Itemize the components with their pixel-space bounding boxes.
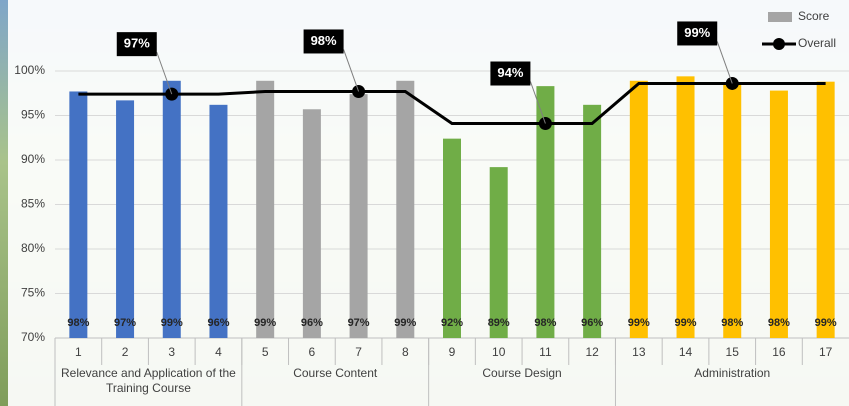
group-label: Course Design xyxy=(482,366,562,380)
callout-box xyxy=(677,21,718,46)
x-tick-label: 10 xyxy=(492,345,506,359)
y-tick-label: 70% xyxy=(21,330,45,344)
callout-leader xyxy=(716,41,733,84)
group-label: Course Content xyxy=(293,366,378,380)
bar xyxy=(162,80,181,338)
x-tick-label: 5 xyxy=(262,345,269,359)
x-tick-label: 1 xyxy=(75,345,82,359)
bar-value-label: 97% xyxy=(114,317,136,329)
callout-label: 98% xyxy=(311,33,337,48)
bar-value-label: 99% xyxy=(161,317,183,329)
bar xyxy=(349,94,368,338)
bar-value-label: 98% xyxy=(768,317,790,329)
callout-leader xyxy=(156,51,173,95)
bar xyxy=(116,100,135,339)
x-tick-label: 13 xyxy=(632,345,646,359)
bar-value-label: 96% xyxy=(207,317,229,329)
y-tick-label: 80% xyxy=(21,241,45,255)
bar-value-label: 99% xyxy=(628,317,650,329)
callout-label: 97% xyxy=(124,36,150,51)
x-tick-label: 14 xyxy=(679,345,693,359)
group-label: Administration xyxy=(694,366,771,380)
callout-box xyxy=(116,32,157,57)
x-tick-label: 9 xyxy=(449,345,456,359)
bar-value-label: 96% xyxy=(301,317,323,329)
callout-box xyxy=(490,61,531,86)
overall-line xyxy=(78,82,826,125)
callout-label: 94% xyxy=(497,65,523,80)
x-tick-label: 4 xyxy=(215,345,222,359)
callout-leader xyxy=(343,49,360,92)
bar-value-label: 99% xyxy=(675,317,697,329)
bar xyxy=(69,91,88,338)
legend-label: Score xyxy=(798,9,830,23)
bar xyxy=(256,80,275,338)
bar-value-label: 99% xyxy=(815,317,837,329)
bar-value-label: 92% xyxy=(441,317,463,329)
callout-label: 99% xyxy=(684,25,710,40)
x-tick-label: 2 xyxy=(122,345,129,359)
x-tick-label: 12 xyxy=(585,345,599,359)
bar-value-label: 89% xyxy=(488,317,510,329)
bar-value-label: 98% xyxy=(534,317,556,329)
bar-value-label: 99% xyxy=(394,317,416,329)
bar xyxy=(629,80,648,338)
x-tick-label: 11 xyxy=(539,345,552,359)
legend-swatch xyxy=(768,12,792,22)
bar xyxy=(676,76,695,338)
y-tick-label: 75% xyxy=(21,286,45,300)
x-tick-label: 3 xyxy=(168,345,175,359)
y-tick-label: 100% xyxy=(14,63,45,77)
bar xyxy=(769,90,788,338)
legend-marker xyxy=(773,38,785,50)
overall-marker xyxy=(538,117,552,131)
group-label: Relevance and Application of the Trainin… xyxy=(61,366,236,395)
bar xyxy=(816,81,835,339)
callout-box xyxy=(303,29,344,54)
y-tick-label: 85% xyxy=(21,197,45,211)
bar-value-label: 99% xyxy=(254,317,276,329)
bar xyxy=(209,104,228,338)
bar xyxy=(443,138,461,338)
bar xyxy=(536,86,555,338)
callout-leader xyxy=(529,81,546,124)
y-tick-label: 95% xyxy=(21,108,45,122)
x-tick-label: 15 xyxy=(726,345,740,359)
bar xyxy=(489,167,508,338)
y-tick-label: 90% xyxy=(21,152,45,166)
x-tick-label: 6 xyxy=(309,345,316,359)
x-tick-label: 8 xyxy=(402,345,409,359)
x-tick-label: 17 xyxy=(819,345,833,359)
bar xyxy=(302,109,321,339)
bar-value-label: 96% xyxy=(581,317,603,329)
bar-value-label: 97% xyxy=(348,317,370,329)
bar xyxy=(583,104,602,338)
x-tick-label: 16 xyxy=(772,345,786,359)
x-tick-label: 7 xyxy=(355,345,362,359)
bar xyxy=(723,83,742,339)
bar-value-label: 98% xyxy=(721,317,743,329)
bar xyxy=(396,80,415,338)
legend-label: Overall xyxy=(798,36,836,50)
bar-value-label: 98% xyxy=(67,317,89,329)
